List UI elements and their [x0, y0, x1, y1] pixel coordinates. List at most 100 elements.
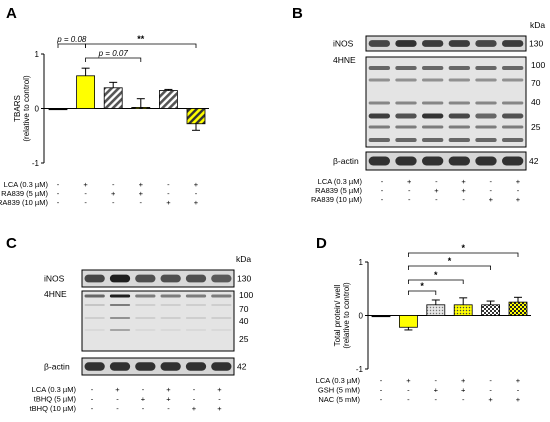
kda-marker-40: 40 [531, 97, 541, 107]
hne-band [502, 125, 524, 129]
significance-label: ** [137, 34, 145, 44]
condition-label-d-2: GSH (5 mM) [318, 386, 361, 395]
conditions-panel-d: LCA (0.3 µM) - + - + - +GSH (5 mM) - - + + - -NAC (5… [316, 376, 521, 404]
hne-band [448, 78, 470, 82]
condition-mark: - [462, 195, 465, 204]
hne-band [395, 78, 417, 82]
condition-mark: - [381, 195, 384, 204]
hne-band [211, 329, 232, 331]
condition-mark: + [516, 395, 521, 404]
inos-band [475, 40, 497, 47]
hne-band [84, 294, 105, 298]
condition-mark: - [142, 385, 145, 394]
y-tick-label: 0 [35, 105, 40, 114]
blot-name-actin: β-actin [333, 156, 359, 166]
condition-mark: + [141, 395, 146, 404]
condition-mark: - [408, 195, 411, 204]
bar-a-3 [103, 87, 123, 109]
condition-mark: + [166, 198, 171, 207]
condition-mark: - [435, 177, 438, 186]
condition-mark: - [193, 385, 196, 394]
hne-band [475, 125, 497, 129]
condition-mark: + [115, 385, 120, 394]
hne-band [368, 66, 390, 70]
condition-mark: - [57, 198, 60, 207]
actin-band [160, 362, 181, 371]
bar-a-1 [48, 108, 68, 111]
kda-marker-25: 25 [239, 334, 249, 344]
bar-a-6 [186, 108, 206, 125]
condition-mark: + [488, 395, 493, 404]
kda-marker-100: 100 [531, 60, 545, 70]
hne-band [135, 329, 156, 331]
kda-title-c: kDa [236, 254, 251, 264]
condition-label-d-3: NAC (5 mM) [318, 395, 360, 404]
condition-mark: + [111, 189, 116, 198]
blot-name-inos: iNOS [44, 274, 65, 284]
hne-band [160, 294, 181, 298]
hne-band [448, 125, 470, 129]
condition-mark: - [91, 395, 94, 404]
bar-d-2 [398, 315, 418, 328]
condition-mark: - [91, 385, 94, 394]
significance-bracket [408, 252, 519, 257]
hne-band [160, 317, 181, 319]
condition-mark: + [489, 195, 494, 204]
condition-mark: - [490, 177, 493, 186]
hne-band [109, 294, 131, 298]
kda-marker-42: 42 [237, 362, 247, 372]
hne-band [84, 329, 105, 331]
hne-band [475, 78, 497, 82]
condition-mark: + [516, 177, 521, 186]
condition-mark: - [167, 180, 170, 189]
condition-mark: + [461, 386, 466, 395]
hne-band [502, 138, 524, 142]
condition-mark: + [217, 404, 222, 413]
inos-blot-strip [81, 269, 235, 288]
condition-mark: - [435, 195, 438, 204]
condition-mark: - [218, 395, 221, 404]
hne-band [368, 113, 390, 119]
panel-b-letter: B [292, 5, 303, 22]
condition-mark: + [166, 385, 171, 394]
hne-band [475, 101, 497, 105]
hne-band [502, 78, 524, 82]
conditions-panel-b: LCA (0.3 µM) - + - + - +RA839 (5 µM) - - + + - -RA83… [311, 177, 521, 204]
hne-band [135, 317, 156, 319]
hne-band [502, 101, 524, 105]
condition-label-a-3: RA839 (10 µM) [0, 198, 48, 207]
actin-band [84, 362, 105, 371]
hne-band [422, 125, 444, 129]
actin-band [109, 362, 131, 371]
condition-mark: - [489, 386, 492, 395]
significance-label: * [448, 256, 452, 266]
bar-d-3 [426, 304, 446, 316]
bar-a-5 [158, 90, 178, 109]
hne-band [395, 113, 417, 119]
bar-a-2 [76, 75, 95, 109]
kda-marker-25: 25 [531, 122, 541, 132]
actin-band [502, 156, 524, 166]
condition-mark: - [380, 376, 383, 385]
condition-label-a-1: LCA (0.3 µM) [4, 180, 49, 189]
y-tick-label: 0 [359, 312, 364, 321]
condition-mark: + [194, 180, 199, 189]
hne-band [160, 304, 181, 306]
condition-mark: + [139, 180, 144, 189]
y-axis-label: Total protein/ well [333, 284, 342, 346]
conditions-panel-c: LCA (0.3 µM) - + - + - +tBHQ (5 µM) - - + + - -tBHQ … [30, 385, 223, 413]
y-axis-label-sub: (relative to control) [22, 75, 31, 142]
condition-mark: - [517, 186, 520, 195]
condition-mark: - [381, 177, 384, 186]
significance-bracket [57, 43, 86, 48]
condition-mark: + [461, 186, 466, 195]
inos-band [422, 40, 444, 47]
hne-band [211, 317, 232, 319]
inos-band [395, 40, 417, 47]
actin-band [395, 156, 417, 166]
condition-mark: - [140, 198, 143, 207]
significance-bracket [408, 290, 437, 295]
hne-band [502, 66, 524, 70]
condition-label-b-2: RA839 (5 µM) [315, 186, 362, 195]
hne-band [475, 113, 497, 119]
